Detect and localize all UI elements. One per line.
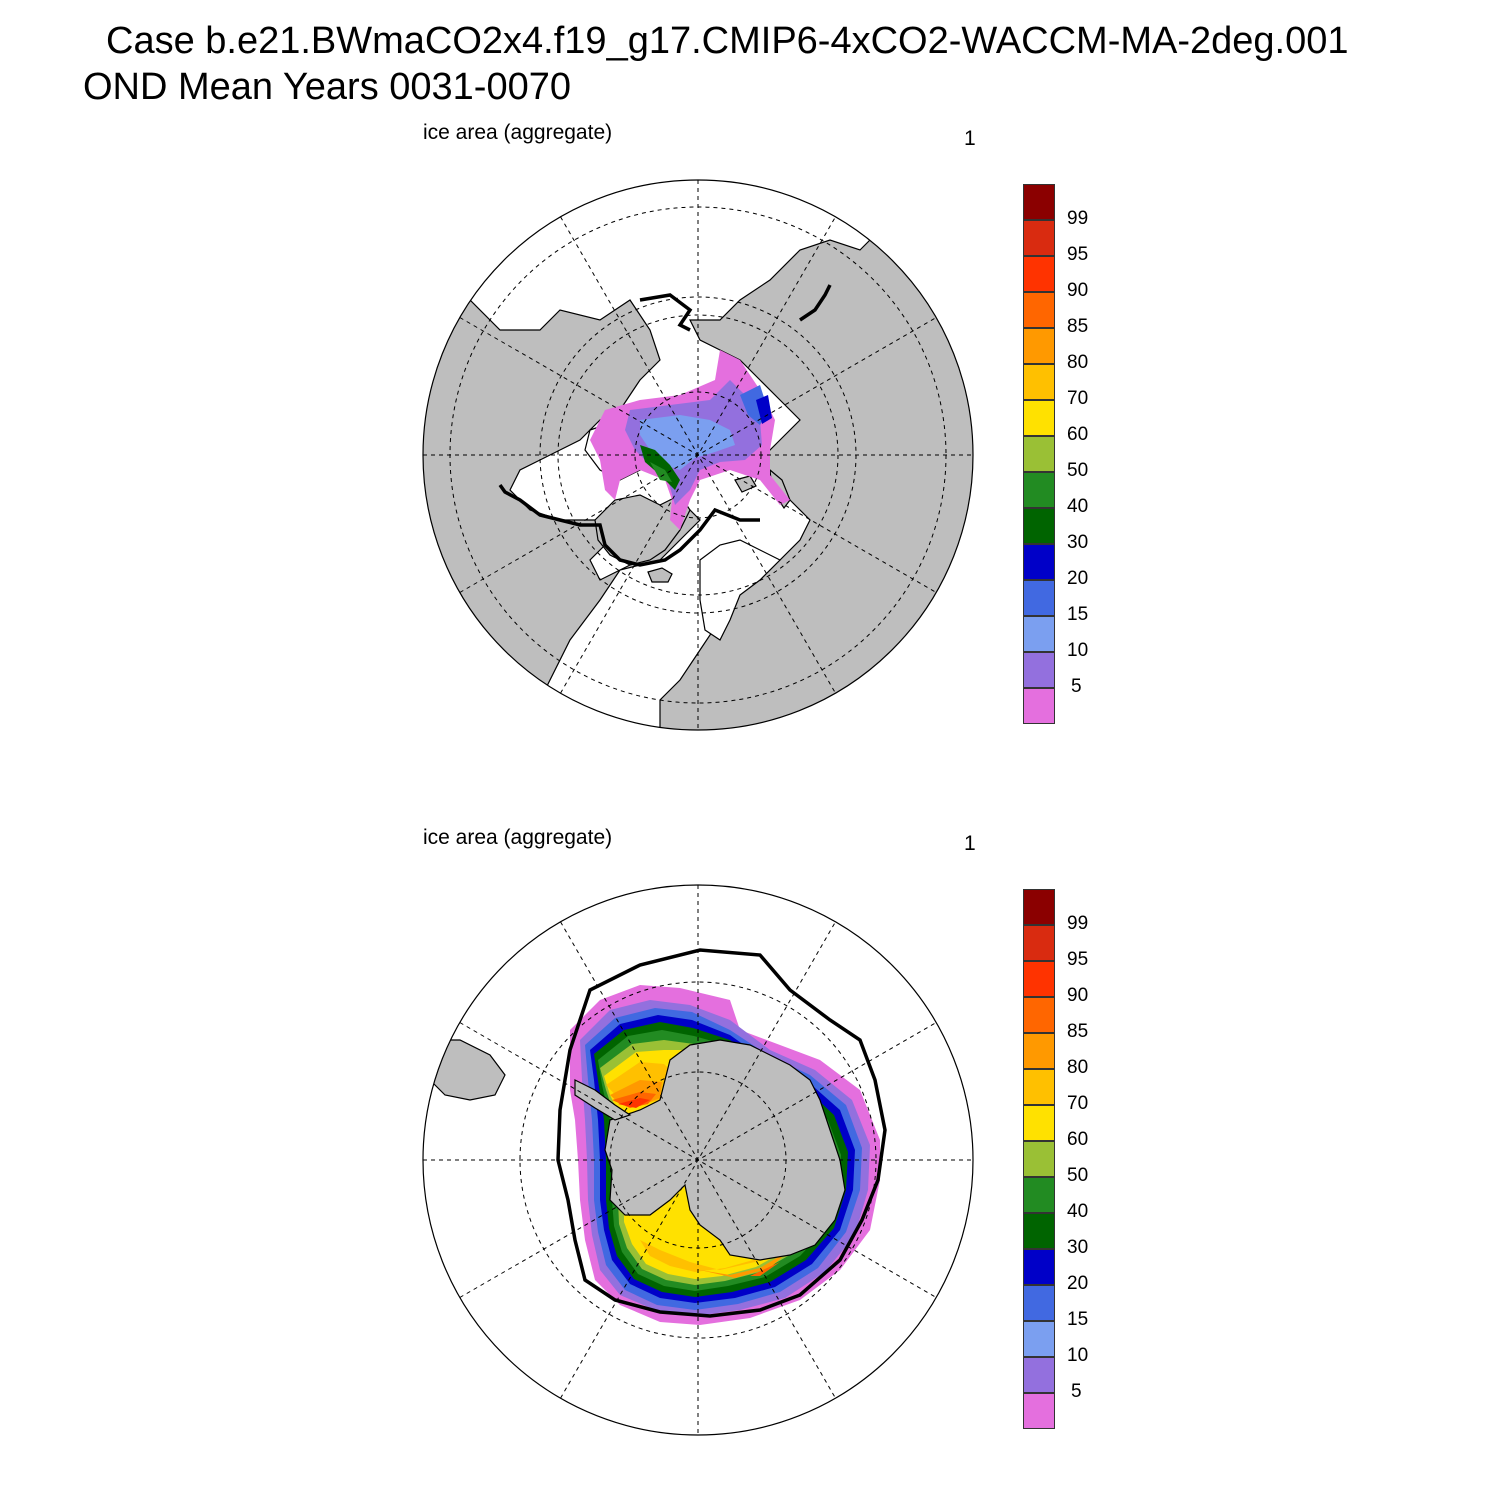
- north-panel-id: 1: [964, 127, 976, 150]
- north-ice-edge-contour: [498, 293, 760, 567]
- south-colorbar-label: 85: [1067, 1021, 1089, 1042]
- south-colorbar-label: 10: [1067, 1345, 1089, 1366]
- south-panel-label: ice area (aggregate): [423, 826, 613, 849]
- north-colorbar-label: 40: [1067, 496, 1089, 517]
- south-colorbar-box: [1023, 1393, 1055, 1429]
- north-ice-50: [650, 462, 672, 482]
- north-colorbar-box: [1023, 256, 1055, 292]
- north-colorbar-label: 70: [1067, 388, 1089, 409]
- south-colorbar-label: 40: [1067, 1201, 1089, 1222]
- north-colorbar-label: 95: [1067, 244, 1089, 265]
- south-ice-edge-contour: [556, 948, 887, 1318]
- north-colorbar-box: [1023, 328, 1055, 364]
- south-colorbar-box: [1023, 1321, 1055, 1357]
- figure-title: Case b.e21.BWmaCO2x4.f19_g17.CMIP6-4xCO2…: [106, 20, 1349, 62]
- south-colorbar-box: [1023, 1141, 1055, 1177]
- north-ice-30: [756, 395, 772, 424]
- north-colorbar-box: [1023, 220, 1055, 256]
- north-colorbar-label: 50: [1067, 460, 1089, 481]
- south-colorbar-label: 70: [1067, 1093, 1089, 1114]
- south-colorbar-box: [1023, 997, 1055, 1033]
- north-colorbar-box: [1023, 616, 1055, 652]
- south-colorbar-box: [1023, 1285, 1055, 1321]
- north-colorbar-label: 15: [1067, 604, 1089, 625]
- south-colorbar-label: 95: [1067, 949, 1089, 970]
- south-colorbar-box: [1023, 1105, 1055, 1141]
- south-colorbar-box: [1023, 925, 1055, 961]
- north-map-border: [422, 179, 974, 731]
- south-colorbar-box: [1023, 1033, 1055, 1069]
- south-colorbar-box: [1023, 1177, 1055, 1213]
- svalbard-land: [734, 475, 757, 493]
- iceland-land: [647, 567, 673, 583]
- north-panel-label: ice area (aggregate): [423, 121, 613, 144]
- antarctica-land: [604, 1039, 846, 1261]
- south-colorbar-box: [1023, 1249, 1055, 1285]
- figure-subtitle: OND Mean Years 0031-0070: [83, 66, 571, 108]
- north-colorbar-box: [1023, 292, 1055, 328]
- south-colorbar-label: 99: [1067, 913, 1089, 934]
- south-ice-95: [618, 1098, 650, 1108]
- south-map-border: [422, 884, 974, 1436]
- north-colorbar-label: 85: [1067, 316, 1089, 337]
- south-colorbar-label: 90: [1067, 985, 1089, 1006]
- south-colorbar-label: 20: [1067, 1273, 1089, 1294]
- south-colorbar-label: 60: [1067, 1129, 1089, 1150]
- south-colorbar-box: [1023, 889, 1055, 925]
- north-ice-15: [640, 415, 735, 470]
- south-colorbar-label: 30: [1067, 1237, 1089, 1258]
- north-colorbar-box: [1023, 184, 1055, 220]
- south-colorbar-box: [1023, 1069, 1055, 1105]
- south-graticule: [423, 885, 973, 1435]
- north-map: [422, 179, 974, 731]
- north-colorbar-box: [1023, 400, 1055, 436]
- north-colorbar-label: 80: [1067, 352, 1089, 373]
- north-bering-contour: [799, 284, 832, 322]
- south-colorbar-label: 15: [1067, 1309, 1089, 1330]
- south-colorbar-label: 80: [1067, 1057, 1089, 1078]
- south-colorbar-label: 50: [1067, 1165, 1089, 1186]
- north-colorbar-label: 20: [1067, 568, 1089, 589]
- antarctic-peninsula-land: [574, 1079, 632, 1121]
- north-colorbar-label: 30: [1067, 532, 1089, 553]
- north-graticule: [423, 180, 973, 730]
- north-colorbar-label: 10: [1067, 640, 1089, 661]
- south-map: [422, 884, 974, 1436]
- north-colorbar-label: 5: [1071, 676, 1082, 697]
- south-land: [429, 1039, 846, 1261]
- south-colorbar-box: [1023, 1357, 1055, 1393]
- north-colorbar-box: [1023, 688, 1055, 724]
- south-colorbar-label: 5: [1071, 1381, 1082, 1402]
- south-ice-80: [606, 1062, 820, 1272]
- south-panel-id: 1: [964, 832, 976, 855]
- north-colorbar-box: [1023, 472, 1055, 508]
- north-colorbar-label: 90: [1067, 280, 1089, 301]
- north-colorbar-label: 60: [1067, 424, 1089, 445]
- north-sea-ice: [590, 350, 790, 530]
- south-colorbar-box: [1023, 1213, 1055, 1249]
- north-colorbar-box: [1023, 652, 1055, 688]
- north-colorbar-box: [1023, 364, 1055, 400]
- north-colorbar-label: 99: [1067, 208, 1089, 229]
- north-colorbar-box: [1023, 436, 1055, 472]
- south-colorbar-box: [1023, 961, 1055, 997]
- north-colorbar-box: [1023, 580, 1055, 616]
- north-colorbar-box: [1023, 544, 1055, 580]
- scandinavia-land: [699, 539, 782, 641]
- north-colorbar-box: [1023, 508, 1055, 544]
- south-america-land: [429, 1039, 506, 1101]
